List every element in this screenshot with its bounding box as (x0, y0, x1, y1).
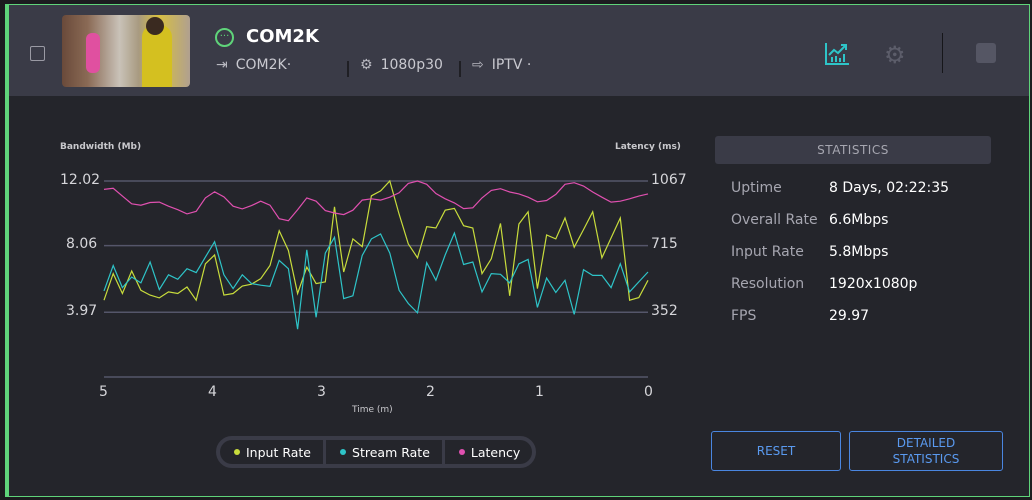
stop-icon[interactable] (976, 43, 996, 63)
legend-dot (340, 449, 347, 455)
arrow-right-circle-icon: ··· (215, 28, 234, 47)
divider (942, 33, 943, 73)
button-label: DETAILED (896, 436, 956, 450)
stat-label: Input Rate (731, 244, 804, 260)
legend-latency[interactable]: Latency (444, 440, 533, 464)
button-label: STATISTICS (892, 452, 960, 466)
gear-icon[interactable]: ⚙ (884, 41, 906, 69)
y2-tick: 352 (651, 303, 678, 319)
select-checkbox[interactable] (30, 46, 45, 61)
output-icon: ⇨ (472, 57, 484, 73)
stat-label: FPS (731, 308, 757, 324)
y2-tick: 1067 (651, 172, 687, 188)
settings-file-icon: ⚙ (360, 57, 373, 73)
statistics-header: STATISTICS (715, 136, 991, 164)
chart-icon[interactable] (825, 43, 849, 65)
legend-label: Latency (470, 444, 521, 460)
source-name: COM2K· (235, 57, 292, 73)
y2-axis-label: Latency (ms) (615, 142, 681, 152)
video-thumbnail[interactable] (62, 15, 190, 87)
x-tick: 1 (535, 384, 544, 400)
series-line-input-rate (103, 179, 649, 302)
divider (459, 61, 461, 77)
stat-value: 5.8Mbps (829, 244, 889, 260)
legend-stream-rate[interactable]: Stream Rate (326, 440, 442, 464)
stat-row-uptime: Uptime 8 Days, 02:22:35 (731, 180, 949, 196)
stream-card: ··· COM2K ⇥ COM2K· ⚙ 1080p30 ⇨ IPTV · ⚙ … (5, 4, 1030, 497)
x-tick: 2 (426, 384, 435, 400)
stream-title: COM2K (246, 26, 319, 47)
output-value: IPTV · (491, 57, 532, 73)
stat-label: Resolution (731, 276, 805, 292)
x-tick: 3 (317, 384, 326, 400)
y-tick: 8.06 (66, 236, 98, 252)
card-header: ··· COM2K ⇥ COM2K· ⚙ 1080p30 ⇨ IPTV · ⚙ (9, 5, 1029, 96)
x-tick: 4 (208, 384, 217, 400)
source-info: ⇥ COM2K· (216, 57, 291, 73)
chart-legend: Input Rate Stream Rate Latency (216, 436, 537, 468)
x-tick: 5 (99, 384, 108, 400)
y-tick: 3.97 (66, 303, 98, 319)
legend-input-rate[interactable]: Input Rate (220, 440, 324, 464)
stat-value: 8 Days, 02:22:35 (829, 180, 950, 196)
stat-value: 6.6Mbps (829, 212, 889, 228)
reset-button[interactable]: RESET (711, 431, 841, 471)
stat-row-input-rate: Input Rate 5.8Mbps (731, 244, 888, 260)
format-info: ⚙ 1080p30 (360, 57, 443, 73)
output-info: ⇨ IPTV · (472, 57, 531, 73)
legend-dot (458, 449, 465, 455)
divider (347, 61, 349, 77)
stat-row-resolution: Resolution 1920x1080p (731, 276, 917, 292)
x-axis-label: Time (m) (352, 405, 393, 415)
stat-value: 29.97 (829, 308, 870, 324)
stat-label: Uptime (731, 180, 782, 196)
y-tick: 12.02 (60, 172, 101, 188)
bandwidth-chart (103, 179, 649, 378)
format-value: 1080p30 (380, 57, 443, 73)
input-icon: ⇥ (216, 57, 228, 73)
legend-label: Stream Rate (352, 444, 430, 460)
y-axis-label: Bandwidth (Mb) (60, 142, 142, 152)
stat-value: 1920x1080p (829, 276, 918, 292)
series-line-stream-rate (103, 231, 649, 330)
y2-tick: 715 (651, 236, 678, 252)
stat-row-overall-rate: Overall Rate 6.6Mbps (731, 212, 888, 228)
series-line-latency (103, 180, 649, 222)
stat-label: Overall Rate (731, 212, 818, 228)
x-tick: 0 (644, 384, 653, 400)
legend-label: Input Rate (246, 444, 312, 460)
detailed-statistics-button[interactable]: DETAILED STATISTICS (849, 431, 1003, 471)
stat-row-fps: FPS 29.97 (731, 308, 869, 324)
legend-dot (234, 449, 240, 455)
